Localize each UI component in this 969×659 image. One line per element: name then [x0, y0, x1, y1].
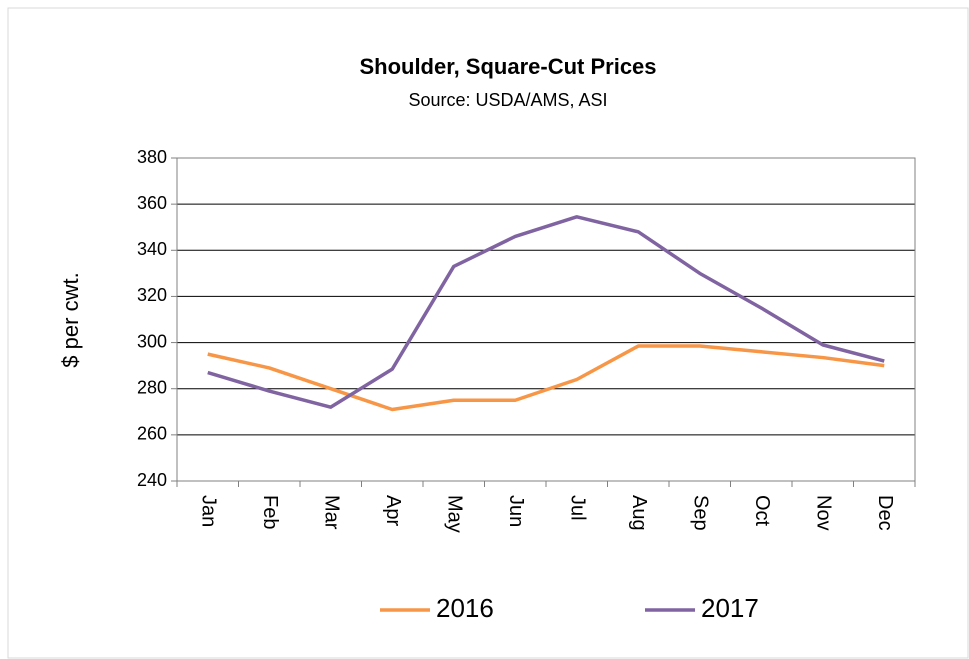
- y-tick-label: 380: [137, 147, 167, 167]
- chart-frame: [7, 7, 969, 659]
- chart-subtitle: Source: USDA/AMS, ASI: [408, 90, 607, 110]
- x-tick-label: Jun: [505, 495, 527, 527]
- y-tick-label: 240: [137, 470, 167, 490]
- series-line: [207, 344, 885, 412]
- x-tick-label: Oct: [751, 495, 773, 527]
- y-tick-label: 340: [137, 239, 167, 259]
- x-tick-label: Nov: [812, 495, 834, 531]
- x-tick-label: Mar: [320, 495, 342, 530]
- x-tick-label: Sep: [689, 495, 711, 531]
- y-tick-label: 320: [137, 285, 167, 305]
- legend-label: 2017: [701, 593, 759, 623]
- y-tick-label: 300: [137, 331, 167, 351]
- x-tick-label: May: [443, 495, 465, 533]
- x-tick-label: Dec: [874, 495, 896, 531]
- y-axis-label: $ per cwt.: [58, 272, 83, 367]
- x-tick-label: Jul: [566, 495, 588, 521]
- y-tick-label: 280: [137, 377, 167, 397]
- chart-title: Shoulder, Square-Cut Prices: [359, 54, 656, 79]
- x-tick-label: Aug: [628, 495, 650, 531]
- series-line: [207, 215, 885, 409]
- x-tick-label: Apr: [382, 495, 404, 526]
- legend-label: 2016: [436, 593, 494, 623]
- x-tick-label: Feb: [259, 495, 281, 529]
- y-tick-label: 260: [137, 424, 167, 444]
- y-tick-label: 360: [137, 193, 167, 213]
- x-tick-label: Jan: [197, 495, 219, 527]
